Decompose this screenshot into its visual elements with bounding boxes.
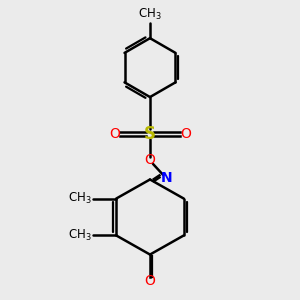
Text: S: S <box>144 125 156 143</box>
Text: O: O <box>145 153 155 167</box>
Text: O: O <box>180 127 191 141</box>
Text: CH$_3$: CH$_3$ <box>68 228 92 243</box>
Text: CH$_3$: CH$_3$ <box>68 191 92 206</box>
Text: O: O <box>109 127 120 141</box>
Text: CH$_3$: CH$_3$ <box>138 7 162 22</box>
Text: N: N <box>160 171 172 185</box>
Text: O: O <box>145 274 155 288</box>
